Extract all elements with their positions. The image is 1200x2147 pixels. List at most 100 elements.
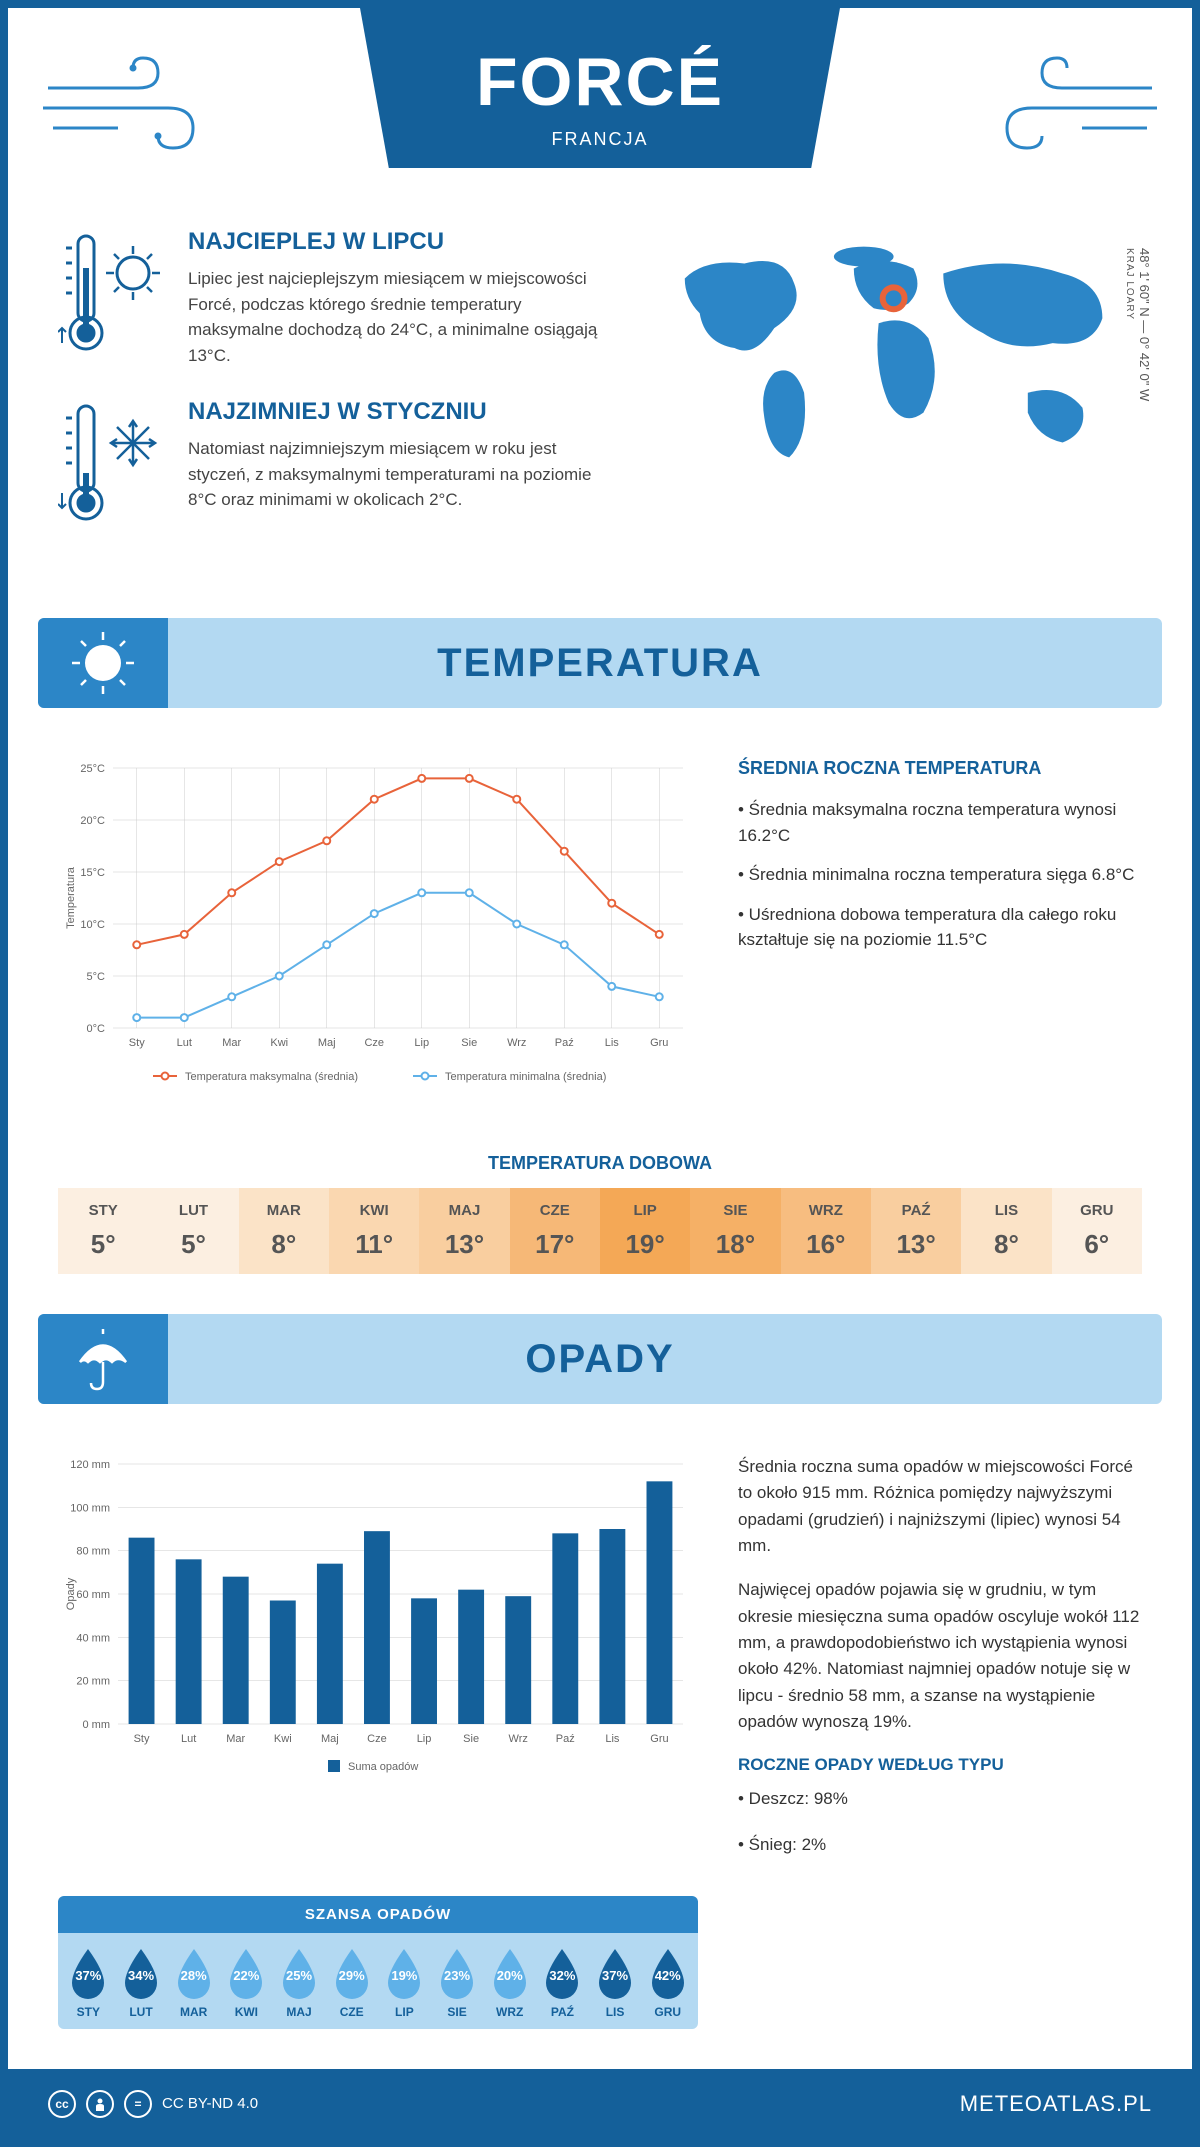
license-text: CC BY-ND 4.0 (162, 2095, 258, 2112)
svg-text:Temperatura minimalna (średnia: Temperatura minimalna (średnia) (445, 1071, 606, 1083)
daily-temp-title: TEMPERATURA DOBOWA (8, 1153, 1192, 1174)
thermometer-cold-icon (58, 398, 168, 528)
chance-drop: 25%MAJ (273, 1947, 326, 2019)
daily-temp-cell: MAR8° (239, 1188, 329, 1274)
svg-text:Wrz: Wrz (507, 1037, 526, 1049)
svg-text:20°C: 20°C (80, 815, 105, 827)
precip-info: Średnia roczna suma opadów w miejscowośc… (738, 1454, 1142, 1876)
daily-temp-cell: SIE18° (690, 1188, 780, 1274)
country-name: FRANCJA (360, 129, 840, 150)
svg-text:5°C: 5°C (87, 971, 106, 983)
thermometer-hot-icon (58, 228, 168, 358)
daily-temp-cell: STY5° (58, 1188, 148, 1274)
svg-text:Cze: Cze (367, 1733, 387, 1745)
page-footer: cc = CC BY-ND 4.0 METEOATLAS.PL (8, 2069, 1192, 2139)
precip-title: OPADY (525, 1337, 674, 1382)
svg-text:10°C: 10°C (80, 919, 105, 931)
chance-drop: 37%STY (62, 1947, 115, 2019)
cc-icon: cc (48, 2090, 76, 2118)
site-name: METEOATLAS.PL (960, 2091, 1152, 2117)
svg-text:Paź: Paź (555, 1037, 574, 1049)
hottest-fact: NAJCIEPLEJ W LIPCU Lipiec jest najcieple… (58, 228, 605, 368)
svg-text:Sie: Sie (461, 1037, 477, 1049)
by-icon (86, 2090, 114, 2118)
daily-temp-table: STY5°LUT5°MAR8°KWI11°MAJ13°CZE17°LIP19°S… (58, 1188, 1142, 1274)
temperature-title: TEMPERATURA (437, 641, 763, 686)
svg-text:Maj: Maj (321, 1733, 339, 1745)
chance-drop: 22%KWI (220, 1947, 273, 2019)
wind-decoration-right (982, 48, 1162, 168)
svg-text:120 mm: 120 mm (70, 1459, 110, 1471)
svg-text:Gru: Gru (650, 1037, 668, 1049)
chance-drop: 20%WRZ (483, 1947, 536, 2019)
title-banner: FORCÉ FRANCJA (360, 8, 840, 168)
svg-text:Lis: Lis (605, 1037, 620, 1049)
page-header: FORCÉ FRANCJA (8, 8, 1192, 208)
umbrella-icon (68, 1324, 138, 1394)
svg-text:Lis: Lis (605, 1733, 620, 1745)
precip-para2: Najwięcej opadów pojawia się w grudniu, … (738, 1577, 1142, 1735)
temperature-section-banner: TEMPERATURA (38, 618, 1162, 708)
svg-text:Lut: Lut (177, 1037, 192, 1049)
svg-text:80 mm: 80 mm (76, 1546, 110, 1558)
svg-text:0 mm: 0 mm (83, 1719, 111, 1731)
temperature-info: ŚREDNIA ROCZNA TEMPERATURA • Średnia mak… (738, 758, 1142, 1103)
chance-drop: 29%CZE (325, 1947, 378, 2019)
svg-text:Lip: Lip (417, 1733, 432, 1745)
hottest-title: NAJCIEPLEJ W LIPCU (188, 228, 605, 256)
coldest-text: Natomiast najzimniejszym miesiącem w rok… (188, 436, 605, 513)
temperature-line-chart: 0°C5°C10°C15°C20°C25°CStyLutMarKwiMajCze… (58, 758, 698, 1098)
svg-text:Cze: Cze (364, 1037, 384, 1049)
svg-text:Lut: Lut (181, 1733, 196, 1745)
daily-temp-cell: GRU6° (1052, 1188, 1142, 1274)
svg-text:Sie: Sie (463, 1733, 479, 1745)
svg-text:Lip: Lip (414, 1037, 429, 1049)
city-name: FORCÉ (360, 43, 840, 121)
svg-text:Mar: Mar (226, 1733, 245, 1745)
svg-text:0°C: 0°C (87, 1023, 106, 1035)
svg-text:Mar: Mar (222, 1037, 241, 1049)
wind-decoration-left (38, 48, 218, 168)
precip-section-banner: OPADY (38, 1314, 1162, 1404)
svg-text:Wrz: Wrz (509, 1733, 528, 1745)
coldest-title: NAJZIMNIEJ W STYCZNIU (188, 398, 605, 426)
sun-icon (68, 628, 138, 698)
svg-text:Temperatura: Temperatura (65, 866, 77, 929)
precip-bar-chart: 0 mm 20 mm 40 mm 60 mm 80 mm 100 mm 120 mm Sty L… (58, 1454, 698, 1784)
daily-temp-cell: LUT5° (148, 1188, 238, 1274)
svg-text:40 mm: 40 mm (76, 1632, 110, 1644)
svg-text:Kwi: Kwi (274, 1733, 292, 1745)
daily-temp-cell: CZE17° (510, 1188, 600, 1274)
chance-drop: 42%GRU (641, 1947, 694, 2019)
svg-text:Paź: Paź (556, 1733, 575, 1745)
chance-drop: 34%LUT (115, 1947, 168, 2019)
precip-chance-box: SZANSA OPADÓW 37%STY34%LUT28%MAR22%KWI25… (58, 1896, 698, 2029)
precip-type-bullet: • Śnieg: 2% (738, 1831, 1142, 1858)
chance-drop: 19%LIP (378, 1947, 431, 2019)
daily-temp-cell: LIS8° (961, 1188, 1051, 1274)
temp-bullet: • Średnia minimalna roczna temperatura s… (738, 862, 1142, 888)
daily-temp-cell: MAJ13° (419, 1188, 509, 1274)
svg-text:60 mm: 60 mm (76, 1589, 110, 1601)
svg-text:Sty: Sty (134, 1733, 150, 1745)
daily-temp-cell: KWI11° (329, 1188, 419, 1274)
svg-text:Temperatura maksymalna (średni: Temperatura maksymalna (średnia) (185, 1071, 358, 1083)
svg-text:15°C: 15°C (80, 867, 105, 879)
chance-drop: 28%MAR (167, 1947, 220, 2019)
coordinates: 48° 1' 60" N — 0° 42' 0" W KRAJ LOARY (1122, 248, 1152, 401)
precip-type-title: ROCZNE OPADY WEDŁUG TYPU (738, 1755, 1142, 1775)
daily-temp-cell: WRZ16° (781, 1188, 871, 1274)
precip-para1: Średnia roczna suma opadów w miejscowośc… (738, 1454, 1142, 1559)
svg-text:Sty: Sty (129, 1037, 145, 1049)
precip-type-bullet: • Deszcz: 98% (738, 1785, 1142, 1812)
chance-drop: 23%SIE (431, 1947, 484, 2019)
nd-icon: = (124, 2090, 152, 2118)
temp-bullet: • Średnia maksymalna roczna temperatura … (738, 797, 1142, 848)
daily-temp-cell: LIP19° (600, 1188, 690, 1274)
svg-text:20 mm: 20 mm (76, 1676, 110, 1688)
temp-info-title: ŚREDNIA ROCZNA TEMPERATURA (738, 758, 1142, 779)
svg-text:Maj: Maj (318, 1037, 336, 1049)
temp-bullet: • Uśredniona dobowa temperatura dla całe… (738, 902, 1142, 953)
chance-drop: 32%PAŹ (536, 1947, 589, 2019)
svg-text:100 mm: 100 mm (70, 1502, 110, 1514)
